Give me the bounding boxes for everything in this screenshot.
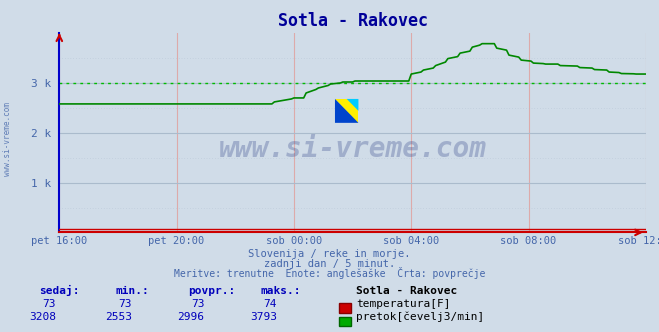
Text: pet 16:00: pet 16:00 <box>31 236 88 246</box>
Text: maks.:: maks.: <box>260 286 301 296</box>
Text: 73: 73 <box>119 299 132 309</box>
Text: 3793: 3793 <box>250 312 277 322</box>
Text: sob 08:00: sob 08:00 <box>500 236 557 246</box>
Text: Slovenija / reke in morje.: Slovenija / reke in morje. <box>248 249 411 259</box>
Text: sob 12:00: sob 12:00 <box>617 236 659 246</box>
Text: povpr.:: povpr.: <box>188 286 235 296</box>
Text: sob 00:00: sob 00:00 <box>266 236 322 246</box>
Text: zadnji dan / 5 minut.: zadnji dan / 5 minut. <box>264 259 395 269</box>
Title: Sotla - Rakovec: Sotla - Rakovec <box>277 12 428 30</box>
Polygon shape <box>347 99 358 111</box>
Polygon shape <box>335 99 358 123</box>
Text: min.:: min.: <box>115 286 149 296</box>
Text: sob 04:00: sob 04:00 <box>383 236 440 246</box>
Text: 74: 74 <box>264 299 277 309</box>
Text: 73: 73 <box>43 299 56 309</box>
Text: 2553: 2553 <box>105 312 132 322</box>
Text: 73: 73 <box>191 299 204 309</box>
Text: www.si-vreme.com: www.si-vreme.com <box>219 135 486 163</box>
Text: pet 20:00: pet 20:00 <box>148 236 205 246</box>
Polygon shape <box>335 99 358 123</box>
Text: pretok[čevelj3/min]: pretok[čevelj3/min] <box>356 312 484 322</box>
Text: 3208: 3208 <box>29 312 56 322</box>
Text: sedaj:: sedaj: <box>40 285 80 296</box>
Text: temperatura[F]: temperatura[F] <box>356 299 450 309</box>
Text: Meritve: trenutne  Enote: anglešaške  Črta: povprečje: Meritve: trenutne Enote: anglešaške Črta… <box>174 267 485 279</box>
Text: Sotla - Rakovec: Sotla - Rakovec <box>356 286 457 296</box>
Text: 2996: 2996 <box>177 312 204 322</box>
Text: www.si-vreme.com: www.si-vreme.com <box>3 103 13 176</box>
